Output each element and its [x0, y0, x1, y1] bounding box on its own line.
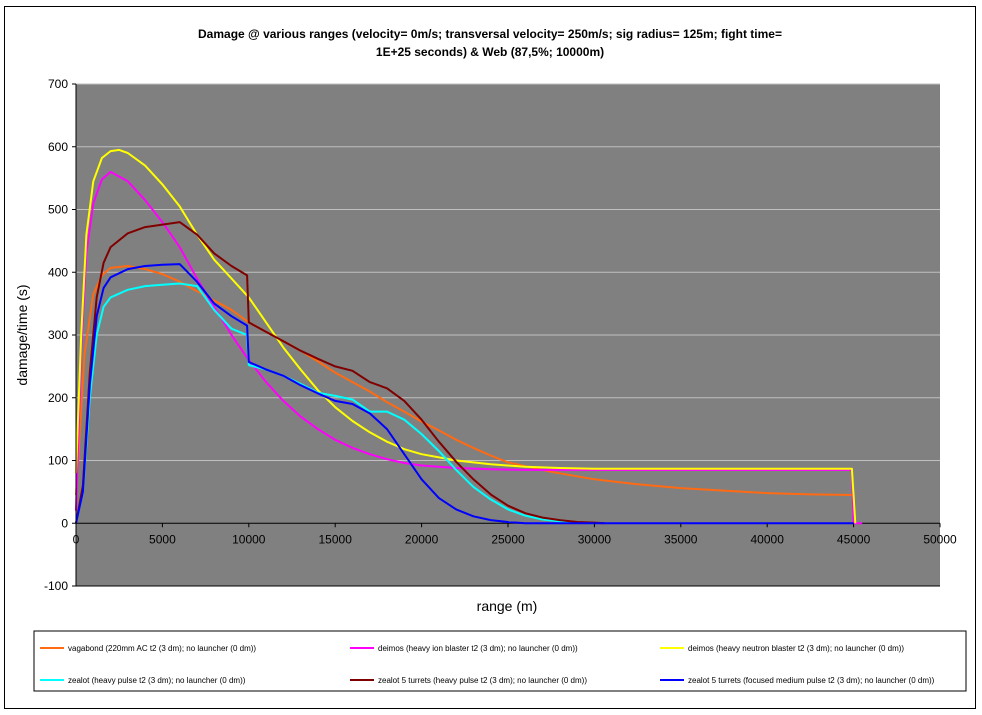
x-tick-label: 35000 [664, 532, 698, 546]
gridlines [76, 83, 940, 524]
y-tick-label: 400 [48, 265, 68, 279]
x-tick-label: 50000 [923, 532, 957, 546]
legend-label: zealot 5 turrets (focused medium pulse t… [688, 676, 935, 685]
chart-title-line-2: 1E+25 seconds) & Web (87,5%; 10000m) [376, 45, 604, 59]
series-line-5 [75, 221, 605, 525]
legend-items: vagabond (220mm AC t2 (3 dm); no launche… [40, 644, 935, 685]
x-tick-label: 15000 [319, 532, 353, 546]
legend-label: zealot (heavy pulse t2 (3 dm); no launch… [68, 676, 246, 685]
y-tick-label: 700 [48, 77, 68, 91]
x-tick-label: 5000 [149, 532, 176, 546]
x-tick-labels: 0 5000 10000 15000 20000 25000 30000 35000 40000… [73, 532, 957, 546]
x-tick-label: 10000 [232, 532, 266, 546]
chart-title-line-1: Damage @ various ranges (velocity= 0m/s;… [198, 27, 782, 41]
x-tick-label: 0 [73, 532, 80, 546]
series-line-6 [75, 263, 854, 525]
series-lines [75, 148, 863, 525]
legend-label: deimos (heavy neutron blaster t2 (3 dm);… [688, 644, 904, 653]
x-tick-label: 40000 [751, 532, 785, 546]
legend-label: deimos (heavy ion blaster t2 (3 dm); no … [378, 644, 578, 653]
y-tick-label: -100 [44, 579, 68, 593]
x-axis-label: range (m) [477, 598, 538, 614]
y-tick-label: 200 [48, 391, 68, 405]
y-tick-label: 300 [48, 328, 68, 342]
x-tick-label: 20000 [405, 532, 439, 546]
legend-label: vagabond (220mm AC t2 (3 dm); no launche… [68, 644, 256, 653]
axes [72, 83, 941, 587]
series-line-4 [75, 282, 595, 525]
series-line-2 [75, 170, 863, 525]
legend [33, 630, 967, 692]
chart-title: Damage @ various ranges (velocity= 0m/s;… [198, 27, 782, 59]
y-tick-label: 100 [48, 454, 68, 468]
y-axis-label: damage/time (s) [14, 284, 30, 385]
legend-label: zealot 5 turrets (heavy pulse t2 (3 dm);… [378, 676, 587, 685]
y-tick-label: 0 [61, 516, 68, 530]
x-tick-label: 45000 [837, 532, 871, 546]
y-tick-label: 500 [48, 203, 68, 217]
x-tick-label: 25000 [491, 532, 525, 546]
y-tick-labels: -100 0 100 200 300 400 500 600 700 [44, 77, 68, 593]
series-line-1 [75, 265, 854, 496]
y-tick-label: 600 [48, 140, 68, 154]
series-line-3 [75, 148, 857, 524]
x-tick-label: 30000 [578, 532, 612, 546]
